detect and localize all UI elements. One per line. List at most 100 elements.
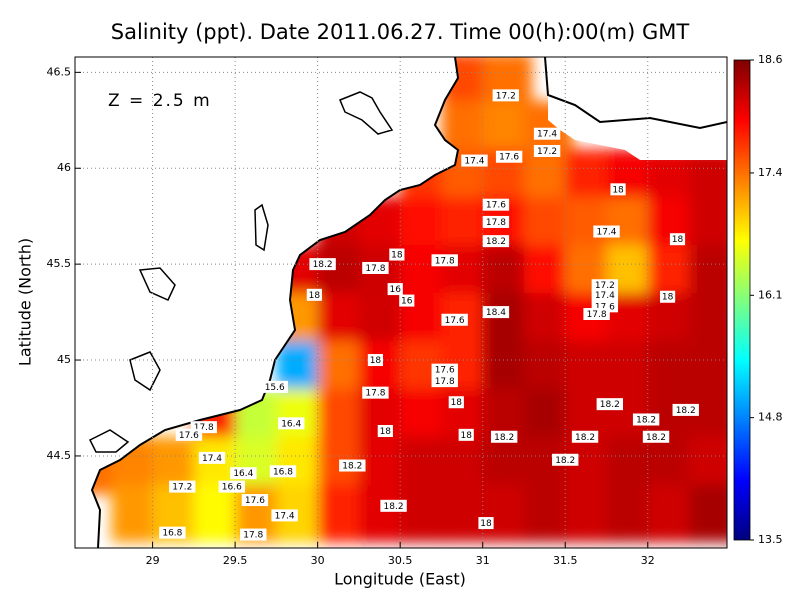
contour-label-box xyxy=(533,144,561,157)
contour-label-box xyxy=(218,480,246,493)
contour-label: 18.2 xyxy=(600,400,620,410)
y-tick-label: 46 xyxy=(57,161,71,174)
contour-label: 17.8 xyxy=(486,218,506,228)
contour-label: 17.8 xyxy=(365,264,385,274)
contour-label-box xyxy=(492,89,520,102)
contour-label-box xyxy=(306,288,322,301)
contour-label-box xyxy=(593,225,620,238)
contour-label: 16.6 xyxy=(222,483,242,493)
contour-label-box xyxy=(198,451,226,464)
x-tick-label: 31.5 xyxy=(553,554,578,567)
contour-label: 18.2 xyxy=(486,237,506,247)
contour-label-box xyxy=(380,499,407,512)
contour-label-box xyxy=(431,375,458,388)
contour-label: 16.8 xyxy=(162,529,182,539)
chart-title: Salinity (ppt). Date 2011.06.27. Time 00… xyxy=(111,20,690,44)
contour-label-box xyxy=(610,183,626,196)
contour-label: 17.6 xyxy=(435,366,455,376)
contour-label-box xyxy=(591,279,619,292)
contour-label: 17.6 xyxy=(499,153,519,163)
y-tick-label: 44.5 xyxy=(47,449,72,462)
contour-label-box xyxy=(230,467,257,480)
contour-label-box xyxy=(632,413,660,426)
contour-label: 18.2 xyxy=(342,462,362,472)
contour-label: 18 xyxy=(480,519,492,529)
contour-label: 18 xyxy=(460,431,472,441)
contour-label-box xyxy=(482,235,510,248)
colorbar-tick-label: 18.6 xyxy=(758,53,783,66)
contour-label: 17.2 xyxy=(595,281,615,291)
contour-label: 17.8 xyxy=(435,256,455,266)
contour-label: 17.4 xyxy=(595,291,615,301)
contour-label-box xyxy=(482,306,510,319)
contour-label: 18 xyxy=(370,356,382,366)
contour-label: 18.2 xyxy=(636,415,656,425)
salinity-field xyxy=(75,57,727,543)
contour-label: 17.4 xyxy=(202,454,222,464)
contour-label: 16.4 xyxy=(281,419,301,429)
contour-label: 18.2 xyxy=(384,502,404,512)
field-cell xyxy=(400,484,450,543)
contour-label: 17.6 xyxy=(595,302,615,312)
contour-label-box xyxy=(642,430,670,443)
y-axis-label: Latitude (North) xyxy=(16,238,35,366)
y-tick-label: 46.5 xyxy=(47,65,72,78)
contour-label: 18 xyxy=(662,293,674,303)
contour-label-box xyxy=(495,150,523,163)
contour-label: 18.4 xyxy=(486,308,506,318)
contour-label-box xyxy=(490,430,518,443)
contour-label: 18.2 xyxy=(646,433,666,443)
land xyxy=(75,57,727,548)
x-axis-label: Longitude (East) xyxy=(334,570,466,589)
contour-label-box xyxy=(367,354,384,367)
contour-label-box xyxy=(461,154,488,167)
x-tick-label: 30.5 xyxy=(388,554,413,567)
contour-label-box xyxy=(362,386,389,399)
contour-label: 17.6 xyxy=(486,201,506,211)
contour-label-box xyxy=(377,425,393,438)
colorbar-tick-label: 13.5 xyxy=(758,533,783,546)
y-tick-label: 45.5 xyxy=(47,257,72,270)
contour-label: 18.2 xyxy=(575,433,595,443)
contour-label: 17.8 xyxy=(243,531,263,541)
contour-labels: 17.217.417.217.4 17.61817.617.818.217.418… xyxy=(159,89,699,541)
contour-label-box xyxy=(278,417,305,430)
contour-label: 18 xyxy=(391,251,403,261)
x-tick-label: 31 xyxy=(476,554,490,567)
contour-label-box xyxy=(309,258,336,271)
contour-label-box xyxy=(659,290,676,303)
contour-label: 18 xyxy=(309,291,321,301)
contour-label-box xyxy=(571,430,599,443)
field-cell xyxy=(689,484,727,543)
contour-label: 17.6 xyxy=(179,431,199,441)
axes: 29 29.5 30 30.5 31 31.5 32 44.5 45 45.5 46 46.5 xyxy=(47,65,655,567)
x-tick-label: 29.5 xyxy=(223,554,248,567)
contour-label: 17.8 xyxy=(587,310,607,320)
contour-label: 16 xyxy=(401,297,413,307)
y-tick-label: 45 xyxy=(57,353,71,366)
contour-label-box xyxy=(478,517,494,530)
contour-label: 17.8 xyxy=(194,423,214,433)
contour-label: 17.2 xyxy=(537,147,557,157)
contour-label: 17.8 xyxy=(435,377,455,387)
contour-label: 17.4 xyxy=(537,130,557,140)
contour-label-box xyxy=(441,313,468,326)
land-east xyxy=(545,57,727,160)
contour-label-box xyxy=(482,198,510,211)
contour-label-box xyxy=(431,363,458,376)
contour-label-box xyxy=(399,294,415,307)
contour-label-box xyxy=(431,254,458,267)
field-cell xyxy=(317,484,368,543)
contour-label-box xyxy=(241,494,269,507)
grid xyxy=(75,57,727,548)
contour-label: 16.4 xyxy=(233,469,253,479)
contour-label: 16 xyxy=(389,285,401,295)
contour-label: 15.6 xyxy=(265,383,285,393)
lagoon xyxy=(254,203,269,252)
contour-label-box xyxy=(240,528,267,541)
contour-label-box xyxy=(448,396,464,409)
contour-label-box xyxy=(591,288,619,301)
x-tick-label: 30 xyxy=(311,554,325,567)
contour-label-box xyxy=(389,248,405,261)
